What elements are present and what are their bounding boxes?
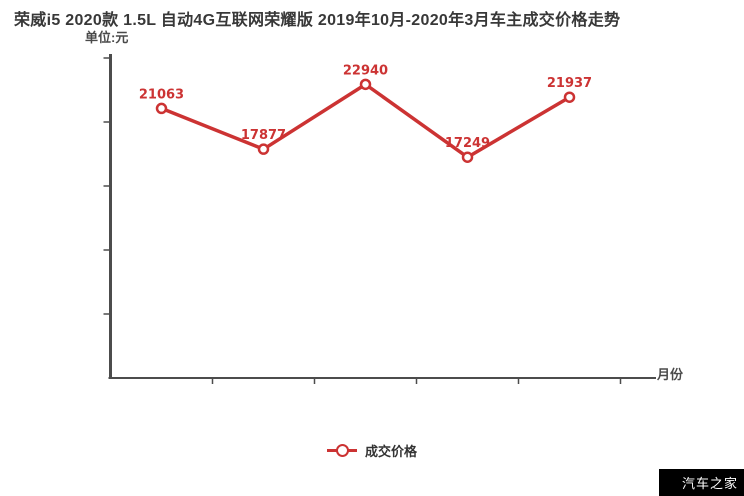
data-point-marker [359, 78, 372, 91]
legend-circle-icon [335, 444, 349, 457]
legend-line-marker-icon [326, 444, 357, 457]
data-point-label: 17249 [445, 136, 490, 151]
data-point-marker [155, 102, 168, 115]
data-point-label: 22940 [343, 63, 388, 78]
series-line [159, 82, 572, 159]
data-point-label: 17877 [241, 128, 286, 143]
data-point-marker [257, 143, 270, 155]
legend-series-label: 成交价格 [364, 444, 417, 459]
data-point-label: 21937 [547, 76, 592, 91]
y-axis-unit-label: 单位:元 [85, 30, 129, 45]
chart-legend: 成交价格 [0, 441, 744, 460]
watermark-autohome: 汽车之家 [659, 469, 744, 496]
x-axis-label: 月份 [657, 367, 684, 382]
data-point-marker [461, 151, 474, 163]
data-point-label: 21063 [139, 87, 184, 102]
data-point-marker [563, 91, 576, 103]
chart-title: 荣威i5 2020款 1.5L 自动4G互联网荣耀版 2019年10月-2020… [14, 12, 621, 29]
